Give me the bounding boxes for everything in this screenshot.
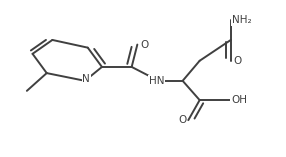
Text: OH: OH [231, 95, 247, 105]
Text: N: N [82, 74, 90, 84]
Text: O: O [234, 56, 242, 66]
Text: NH₂: NH₂ [232, 15, 251, 25]
Text: O: O [178, 115, 186, 125]
Text: O: O [140, 40, 148, 50]
Text: HN: HN [148, 76, 164, 86]
